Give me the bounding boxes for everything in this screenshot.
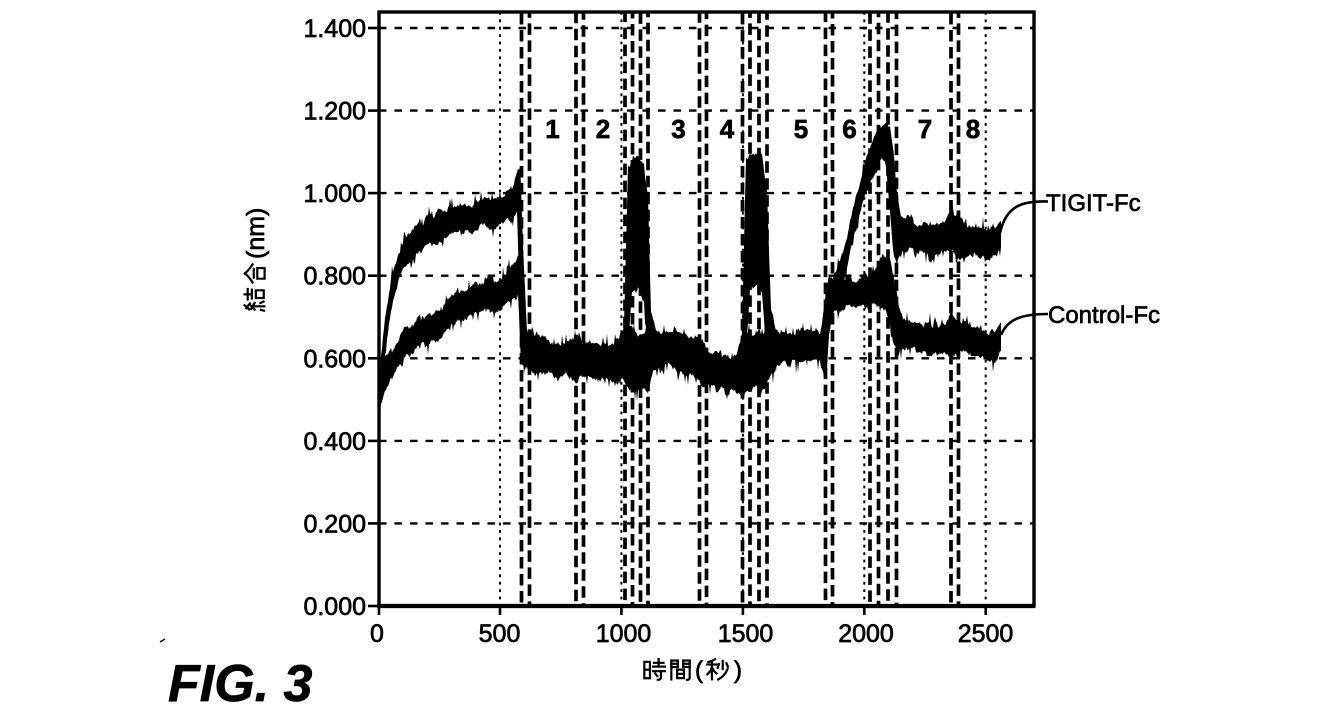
svg-text:(: ( (695, 657, 703, 684)
svg-text:1.400: 1.400 (303, 15, 366, 43)
svg-text:3: 3 (671, 114, 685, 144)
svg-text:1000: 1000 (596, 620, 652, 648)
svg-text:1.000: 1.000 (303, 180, 366, 208)
svg-text:8: 8 (966, 114, 980, 144)
svg-text:TIGIT-Fc: TIGIT-Fc (1046, 190, 1141, 217)
svg-text:0.400: 0.400 (303, 428, 366, 456)
svg-text:0: 0 (370, 620, 384, 648)
svg-text:(nm): (nm) (242, 208, 270, 259)
svg-text:1: 1 (545, 114, 559, 144)
svg-text:FIG. 3: FIG. 3 (168, 655, 313, 713)
svg-text:500: 500 (479, 620, 521, 648)
svg-text:2500: 2500 (958, 620, 1014, 648)
svg-text:5: 5 (794, 114, 808, 144)
svg-text:1500: 1500 (718, 620, 774, 648)
svg-text:): ) (734, 657, 742, 684)
svg-text:0.000: 0.000 (303, 593, 366, 621)
svg-text:Control-Fc: Control-Fc (1048, 302, 1160, 329)
svg-text:1.200: 1.200 (303, 98, 366, 126)
svg-text:4: 4 (720, 114, 735, 144)
svg-text:0.200: 0.200 (303, 510, 366, 538)
svg-text:6: 6 (842, 114, 856, 144)
svg-text:7: 7 (918, 114, 932, 144)
svg-text:2000: 2000 (838, 620, 894, 648)
svg-text:2: 2 (596, 114, 610, 144)
svg-text:0.800: 0.800 (303, 263, 366, 291)
svg-text:0.600: 0.600 (303, 345, 366, 373)
